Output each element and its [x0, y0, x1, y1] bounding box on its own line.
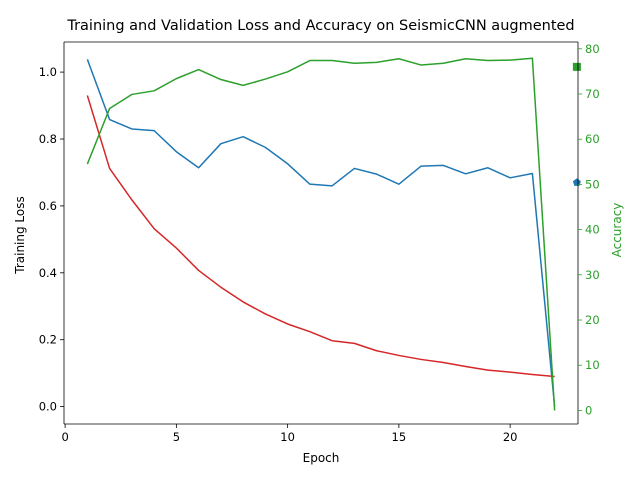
y-tick-label-right: 10 — [585, 358, 600, 372]
series-line-1 — [86, 59, 556, 407]
y-tick-label-right: 40 — [585, 223, 600, 237]
y-tick-label-left: 0.4 — [39, 266, 57, 280]
y-tick-label-left: 0.2 — [39, 333, 57, 347]
series-line-0 — [86, 95, 555, 378]
x-tick-label: 5 — [173, 430, 180, 444]
y-tick-label-left: 1.0 — [39, 65, 57, 79]
marker-pentagon-0 — [572, 178, 581, 186]
y-tick-label-right: 20 — [585, 313, 600, 327]
x-tick-label: 0 — [61, 430, 68, 444]
y-tick-label-right: 60 — [585, 132, 600, 146]
plot-area: 0 5 10 15 20 0.0 0.2 0.4 0.6 0.8 1.0 0 10 20 30 40 50 60 7… — [39, 41, 600, 444]
marker-square-1 — [572, 62, 581, 71]
y-tick-label-right: 50 — [585, 177, 600, 191]
y-axis-label-left: Training Loss — [13, 196, 27, 274]
x-tick-label: 15 — [392, 430, 407, 444]
y-tick-label-left: 0.6 — [39, 199, 57, 213]
y-tick-label-right: 30 — [585, 268, 600, 282]
y-tick-label-right: 0 — [585, 403, 592, 417]
x-tick-label: 10 — [280, 430, 295, 444]
series-line-2 — [86, 57, 556, 411]
x-tick-label: 20 — [503, 430, 518, 444]
chart-title: Training and Validation Loss and Accurac… — [66, 18, 574, 34]
y-tick-label-right: 70 — [585, 87, 600, 101]
y-axis-label-right: Accuracy — [610, 203, 624, 258]
y-tick-label-left: 0.0 — [39, 400, 57, 414]
y-tick-label-right: 80 — [585, 42, 600, 56]
y-tick-label-left: 0.8 — [39, 132, 57, 146]
x-axis-label: Epoch — [303, 451, 340, 465]
